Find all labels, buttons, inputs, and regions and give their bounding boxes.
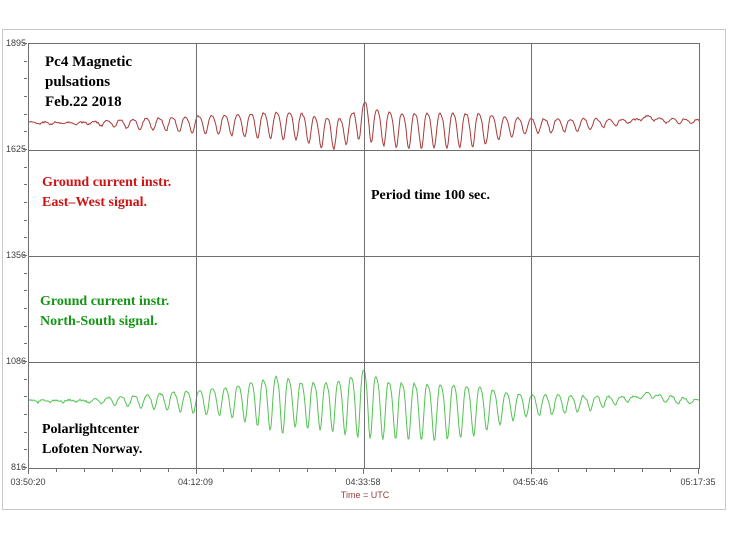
- y-major-tick: [23, 361, 27, 362]
- x-minor-tick: [474, 469, 476, 472]
- y-minor-tick: [24, 378, 27, 380]
- y-minor-tick: [24, 431, 27, 433]
- x-minor-tick: [586, 469, 588, 472]
- y-minor-tick: [24, 184, 27, 186]
- x-minor-tick: [558, 469, 560, 472]
- y-major-tick: [23, 43, 27, 44]
- x-major-tick: [28, 469, 29, 474]
- chart-title: Pc4 Magnetic pulsations Feb.22 2018: [45, 52, 132, 112]
- y-minor-tick: [24, 78, 27, 80]
- x-minor-tick: [251, 469, 253, 472]
- y-minor-tick: [24, 290, 27, 292]
- x-major-tick: [530, 469, 532, 474]
- plot-area: [28, 43, 700, 469]
- y-minor-tick: [24, 96, 27, 97]
- x-minor-tick: [167, 469, 169, 472]
- site-label: Polarlightcenter Lofoten Norway.: [42, 420, 142, 460]
- x-axis-tick-label: 04:12:09: [177, 477, 214, 487]
- y-minor-tick: [24, 202, 27, 203]
- y-major-tick: [23, 467, 27, 468]
- y-axis-tick-label: 1895: [5, 38, 26, 48]
- horizontal-gridline: [29, 361, 699, 363]
- period-label: Period time 100 sec.: [371, 186, 490, 206]
- x-minor-tick: [279, 469, 281, 472]
- y-minor-tick: [24, 60, 27, 62]
- y-minor-tick: [24, 449, 27, 451]
- x-minor-tick: [111, 469, 113, 472]
- x-minor-tick: [139, 469, 141, 472]
- y-minor-tick: [24, 396, 27, 398]
- x-axis-title: Time = UTC: [340, 490, 390, 500]
- y-minor-tick: [24, 131, 27, 133]
- horizontal-gridline: [29, 149, 699, 151]
- y-axis-tick-label: 1356: [5, 250, 26, 260]
- x-minor-tick: [642, 469, 644, 472]
- y-minor-tick: [24, 325, 27, 327]
- east-west-label-line: Ground current instr.: [42, 175, 172, 190]
- y-axis-tick-label: 816: [10, 462, 26, 472]
- x-minor-tick: [335, 469, 337, 472]
- x-minor-tick: [502, 469, 504, 472]
- y-minor-tick: [24, 308, 27, 309]
- chart-title-line: Feb.22 2018: [45, 94, 122, 110]
- x-axis-tick-label: 05:17:35: [680, 477, 716, 487]
- x-minor-tick: [614, 469, 616, 472]
- x-major-tick: [698, 469, 699, 474]
- x-minor-tick: [307, 469, 309, 472]
- x-minor-tick: [223, 469, 225, 472]
- east-west-label-line: East–West signal.: [42, 195, 148, 210]
- site-label-line: Lofoten Norway.: [42, 442, 143, 457]
- chart-title-line: pulsations: [45, 74, 111, 90]
- y-minor-tick: [24, 343, 27, 345]
- y-minor-tick: [24, 113, 27, 115]
- x-major-tick: [195, 469, 197, 474]
- y-minor-tick: [24, 272, 27, 274]
- x-minor-tick: [418, 469, 420, 472]
- x-minor-tick: [390, 469, 392, 472]
- y-minor-tick: [24, 414, 27, 415]
- y-axis-tick-label: 1086: [5, 356, 26, 366]
- x-axis-tick-label: 04:33:58: [345, 477, 381, 487]
- chart-title-line: Pc4 Magnetic: [45, 54, 133, 70]
- east-west-label: Ground current instr. East–West signal.: [42, 173, 171, 213]
- y-major-tick: [23, 255, 27, 256]
- y-minor-tick: [24, 219, 27, 221]
- site-label-line: Polarlightcenter: [42, 422, 140, 437]
- y-minor-tick: [24, 166, 27, 168]
- north-south-label-line: North-South signal.: [40, 314, 158, 329]
- x-minor-tick: [670, 469, 672, 472]
- y-minor-tick: [24, 237, 27, 239]
- x-minor-tick: [55, 469, 57, 472]
- period-label-line: Period time 100 sec.: [371, 188, 490, 203]
- y-axis-tick-label: 1625: [5, 144, 26, 154]
- x-minor-tick: [446, 469, 448, 472]
- north-south-label-line: Ground current instr.: [40, 294, 170, 309]
- x-axis-tick-label: 03:50:20: [10, 477, 46, 487]
- x-minor-tick: [83, 469, 85, 472]
- x-major-tick: [363, 469, 364, 474]
- north-south-label: Ground current instr. North-South signal…: [40, 292, 169, 332]
- horizontal-gridline: [29, 255, 699, 257]
- x-axis-tick-label: 04:55:46: [512, 477, 549, 487]
- y-major-tick: [23, 149, 27, 150]
